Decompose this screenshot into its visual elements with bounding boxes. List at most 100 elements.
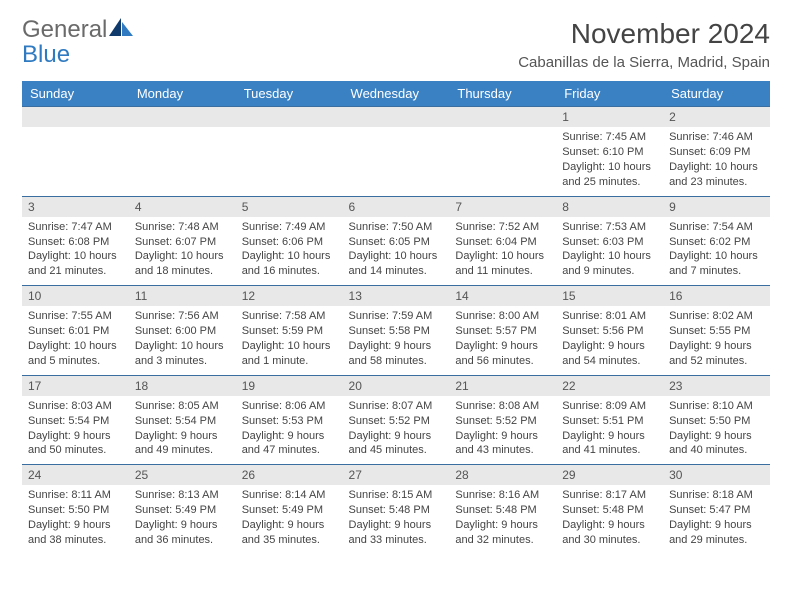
sunset-text: Sunset: 6:04 PM	[455, 235, 550, 250]
calendar-day-cell: 15Sunrise: 8:01 AMSunset: 5:56 PMDayligh…	[556, 286, 663, 376]
sunrise-text: Sunrise: 8:11 AM	[28, 488, 123, 503]
daylight-text: Daylight: 10 hours and 18 minutes.	[135, 249, 230, 279]
sunset-text: Sunset: 6:09 PM	[669, 145, 764, 160]
calendar-day-cell: 16Sunrise: 8:02 AMSunset: 5:55 PMDayligh…	[663, 286, 770, 376]
weekday-header: Wednesday	[343, 81, 450, 107]
calendar-week-row: 1Sunrise: 7:45 AMSunset: 6:10 PMDaylight…	[22, 107, 770, 197]
day-content: Sunrise: 8:10 AMSunset: 5:50 PMDaylight:…	[663, 396, 770, 464]
daylight-text: Daylight: 10 hours and 7 minutes.	[669, 249, 764, 279]
title-block: November 2024 Cabanillas de la Sierra, M…	[518, 18, 770, 71]
sunrise-text: Sunrise: 7:50 AM	[349, 220, 444, 235]
sunrise-text: Sunrise: 8:17 AM	[562, 488, 657, 503]
day-content: Sunrise: 7:50 AMSunset: 6:05 PMDaylight:…	[343, 217, 450, 285]
sail-icon	[109, 18, 135, 43]
daylight-text: Daylight: 10 hours and 5 minutes.	[28, 339, 123, 369]
calendar-day-cell: 10Sunrise: 7:55 AMSunset: 6:01 PMDayligh…	[22, 286, 129, 376]
day-number: 14	[449, 286, 556, 306]
sunrise-text: Sunrise: 7:53 AM	[562, 220, 657, 235]
calendar-day-cell	[449, 107, 556, 197]
calendar-day-cell: 3Sunrise: 7:47 AMSunset: 6:08 PMDaylight…	[22, 196, 129, 286]
sunset-text: Sunset: 5:50 PM	[669, 414, 764, 429]
sunrise-text: Sunrise: 8:03 AM	[28, 399, 123, 414]
daylight-text: Daylight: 10 hours and 14 minutes.	[349, 249, 444, 279]
sunrise-text: Sunrise: 7:58 AM	[242, 309, 337, 324]
day-content: Sunrise: 7:47 AMSunset: 6:08 PMDaylight:…	[22, 217, 129, 285]
calendar-day-cell	[343, 107, 450, 197]
calendar-day-cell: 25Sunrise: 8:13 AMSunset: 5:49 PMDayligh…	[129, 465, 236, 554]
day-number: 7	[449, 197, 556, 217]
daylight-text: Daylight: 9 hours and 41 minutes.	[562, 429, 657, 459]
daylight-text: Daylight: 10 hours and 25 minutes.	[562, 160, 657, 190]
calendar-day-cell: 28Sunrise: 8:16 AMSunset: 5:48 PMDayligh…	[449, 465, 556, 554]
day-number	[129, 107, 236, 127]
sunset-text: Sunset: 5:52 PM	[349, 414, 444, 429]
calendar-day-cell: 29Sunrise: 8:17 AMSunset: 5:48 PMDayligh…	[556, 465, 663, 554]
day-number	[236, 107, 343, 127]
sunrise-text: Sunrise: 8:15 AM	[349, 488, 444, 503]
day-number: 3	[22, 197, 129, 217]
calendar-table: SundayMondayTuesdayWednesdayThursdayFrid…	[22, 81, 770, 554]
daylight-text: Daylight: 10 hours and 23 minutes.	[669, 160, 764, 190]
sunset-text: Sunset: 5:57 PM	[455, 324, 550, 339]
day-content: Sunrise: 8:00 AMSunset: 5:57 PMDaylight:…	[449, 306, 556, 374]
daylight-text: Daylight: 9 hours and 30 minutes.	[562, 518, 657, 548]
calendar-day-cell: 19Sunrise: 8:06 AMSunset: 5:53 PMDayligh…	[236, 375, 343, 465]
day-content: Sunrise: 8:09 AMSunset: 5:51 PMDaylight:…	[556, 396, 663, 464]
calendar-day-cell: 14Sunrise: 8:00 AMSunset: 5:57 PMDayligh…	[449, 286, 556, 376]
page-title: November 2024	[518, 18, 770, 50]
day-number: 25	[129, 465, 236, 485]
sunrise-text: Sunrise: 7:45 AM	[562, 130, 657, 145]
calendar-day-cell: 2Sunrise: 7:46 AMSunset: 6:09 PMDaylight…	[663, 107, 770, 197]
day-number: 15	[556, 286, 663, 306]
sunset-text: Sunset: 5:50 PM	[28, 503, 123, 518]
day-content: Sunrise: 8:16 AMSunset: 5:48 PMDaylight:…	[449, 485, 556, 553]
page-header: General Blue November 2024 Cabanillas de…	[22, 18, 770, 71]
day-number: 24	[22, 465, 129, 485]
day-content: Sunrise: 7:59 AMSunset: 5:58 PMDaylight:…	[343, 306, 450, 374]
sunset-text: Sunset: 6:00 PM	[135, 324, 230, 339]
logo: General Blue	[22, 18, 135, 67]
daylight-text: Daylight: 9 hours and 38 minutes.	[28, 518, 123, 548]
day-content: Sunrise: 7:58 AMSunset: 5:59 PMDaylight:…	[236, 306, 343, 374]
sunset-text: Sunset: 6:05 PM	[349, 235, 444, 250]
day-number: 22	[556, 376, 663, 396]
sunset-text: Sunset: 5:51 PM	[562, 414, 657, 429]
calendar-day-cell	[22, 107, 129, 197]
weekday-header: Tuesday	[236, 81, 343, 107]
day-content	[22, 127, 129, 136]
weekday-header: Saturday	[663, 81, 770, 107]
sunset-text: Sunset: 6:06 PM	[242, 235, 337, 250]
day-number: 28	[449, 465, 556, 485]
day-content: Sunrise: 8:18 AMSunset: 5:47 PMDaylight:…	[663, 485, 770, 553]
day-content: Sunrise: 8:02 AMSunset: 5:55 PMDaylight:…	[663, 306, 770, 374]
daylight-text: Daylight: 9 hours and 29 minutes.	[669, 518, 764, 548]
sunset-text: Sunset: 5:54 PM	[28, 414, 123, 429]
weekday-header-row: SundayMondayTuesdayWednesdayThursdayFrid…	[22, 81, 770, 107]
sunset-text: Sunset: 5:59 PM	[242, 324, 337, 339]
day-number: 9	[663, 197, 770, 217]
day-number: 23	[663, 376, 770, 396]
calendar-day-cell: 23Sunrise: 8:10 AMSunset: 5:50 PMDayligh…	[663, 375, 770, 465]
daylight-text: Daylight: 10 hours and 3 minutes.	[135, 339, 230, 369]
day-content: Sunrise: 7:54 AMSunset: 6:02 PMDaylight:…	[663, 217, 770, 285]
sunrise-text: Sunrise: 7:48 AM	[135, 220, 230, 235]
day-content	[343, 127, 450, 136]
sunrise-text: Sunrise: 8:02 AM	[669, 309, 764, 324]
day-number: 20	[343, 376, 450, 396]
daylight-text: Daylight: 10 hours and 11 minutes.	[455, 249, 550, 279]
day-number: 10	[22, 286, 129, 306]
day-content: Sunrise: 7:52 AMSunset: 6:04 PMDaylight:…	[449, 217, 556, 285]
daylight-text: Daylight: 10 hours and 1 minute.	[242, 339, 337, 369]
sunrise-text: Sunrise: 8:01 AM	[562, 309, 657, 324]
day-content: Sunrise: 8:14 AMSunset: 5:49 PMDaylight:…	[236, 485, 343, 553]
calendar-day-cell: 5Sunrise: 7:49 AMSunset: 6:06 PMDaylight…	[236, 196, 343, 286]
day-number: 17	[22, 376, 129, 396]
sunset-text: Sunset: 6:02 PM	[669, 235, 764, 250]
calendar-week-row: 17Sunrise: 8:03 AMSunset: 5:54 PMDayligh…	[22, 375, 770, 465]
day-content: Sunrise: 7:55 AMSunset: 6:01 PMDaylight:…	[22, 306, 129, 374]
daylight-text: Daylight: 9 hours and 36 minutes.	[135, 518, 230, 548]
day-content: Sunrise: 8:17 AMSunset: 5:48 PMDaylight:…	[556, 485, 663, 553]
day-content: Sunrise: 8:03 AMSunset: 5:54 PMDaylight:…	[22, 396, 129, 464]
day-content: Sunrise: 8:06 AMSunset: 5:53 PMDaylight:…	[236, 396, 343, 464]
day-number: 18	[129, 376, 236, 396]
